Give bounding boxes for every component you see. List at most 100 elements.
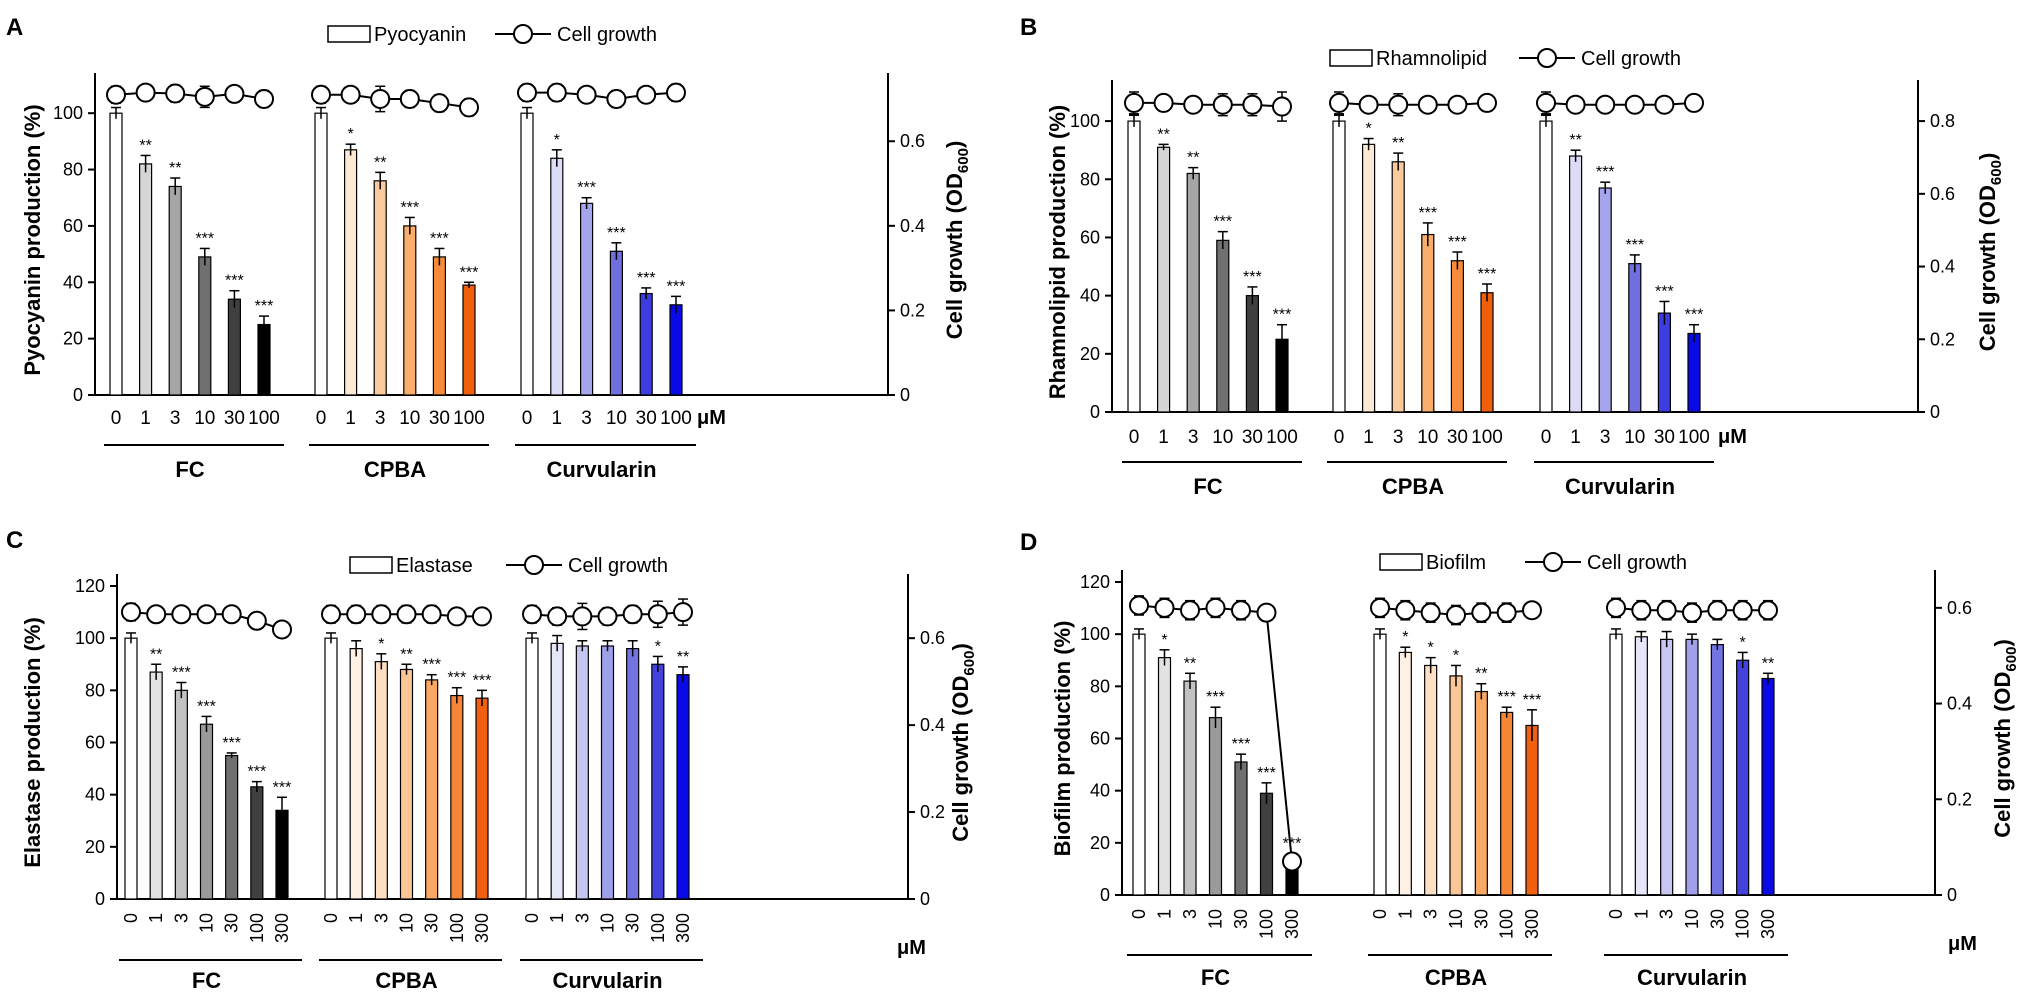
y2-tick-label: 0.4 (900, 216, 925, 236)
bar (1216, 239, 1230, 413)
y2-axis-title-end: ) (1975, 153, 2000, 160)
significance-label: *** (1523, 692, 1542, 709)
growth-point (446, 606, 467, 627)
x-tick-label: 10 (1206, 909, 1226, 929)
y2-axis-title-sub: 600 (2003, 647, 2020, 672)
legend-bar-label: Biofilm (1426, 552, 1486, 574)
growth-point (1154, 597, 1175, 618)
growth-point (1758, 600, 1778, 621)
growth-point (1447, 94, 1468, 115)
bar (1259, 792, 1274, 896)
y-tick-label: 80 (85, 680, 105, 700)
significance-label: *** (460, 264, 479, 281)
bar (639, 292, 653, 396)
growth-point (1471, 602, 1492, 623)
legend-circle-marker (1543, 552, 1563, 572)
growth-point (1388, 94, 1409, 115)
x-tick-label: 10 (399, 408, 420, 429)
bar (199, 723, 214, 900)
bar (1568, 155, 1583, 413)
growth-point (429, 93, 450, 114)
growth-point (146, 604, 167, 625)
significance-label: *** (1273, 307, 1292, 324)
bar (1687, 332, 1701, 413)
bar (462, 284, 476, 396)
bar (432, 256, 446, 396)
significance-label: * (1453, 647, 1459, 664)
growth-point (399, 88, 420, 109)
y2-axis-title: Cell growth (OD600) (1990, 639, 2020, 838)
x-tick-label: 30 (429, 408, 450, 429)
y2-axis-title: Cell growth (OD600) (948, 643, 978, 842)
significance-label: *** (422, 657, 441, 674)
bar (1332, 120, 1346, 413)
growth-point (194, 86, 215, 107)
significance-label: ** (1157, 126, 1169, 143)
y-tick-label: 20 (1080, 344, 1100, 364)
x-tick-label: 30 (636, 408, 657, 429)
bar (257, 323, 271, 396)
bar (1450, 260, 1465, 413)
bar (1660, 638, 1674, 896)
growth-point (547, 606, 568, 627)
growth-point (254, 88, 274, 109)
y2-axis-title-main: Cell growth (OD (1975, 185, 2000, 351)
x-tick-label: 10 (1624, 427, 1645, 448)
x-tick-label: 0 (1541, 427, 1552, 448)
bar (550, 157, 564, 396)
y2-tick-label: 0.2 (1930, 329, 1955, 349)
growth-point (421, 604, 442, 625)
x-tick-label: 1 (140, 408, 151, 429)
panel-label: C (6, 527, 23, 554)
bar (1234, 761, 1248, 896)
x-tick-label: 3 (1421, 909, 1441, 919)
growth-point (1183, 94, 1204, 115)
y2-axis-title-end: ) (948, 643, 973, 650)
growth-point (396, 604, 417, 625)
growth-point (1477, 92, 1497, 113)
group-name: CPBA (364, 457, 426, 482)
y-axis-title: Biofilm production (%) (1050, 621, 1075, 857)
group-name: Curvularin (546, 457, 656, 482)
x-tick-label: 300 (1758, 909, 1778, 939)
bar (1628, 263, 1642, 413)
significance-label: ** (374, 154, 386, 171)
group-name: Curvularin (1565, 474, 1675, 499)
panel-label: B (1020, 14, 1037, 41)
significance-label: *** (273, 779, 292, 796)
growth-point (171, 604, 192, 625)
legend-bar-swatch (1329, 49, 1373, 67)
growth-point (1272, 96, 1292, 117)
legend-bar-label: Elastase (396, 555, 473, 577)
x-tick-label: 300 (472, 913, 492, 943)
x-tick-label: 0 (1370, 909, 1390, 919)
x-tick-label: 10 (197, 913, 217, 933)
x-tick-label: 30 (623, 913, 643, 933)
x-tick-label: 3 (371, 913, 391, 923)
x-tick-label: 0 (1129, 909, 1149, 919)
bar (198, 256, 212, 396)
bar (609, 250, 624, 396)
y2-tick-label: 0 (1947, 885, 1957, 905)
growth-point (1420, 602, 1441, 623)
x-tick-label: 0 (321, 913, 341, 923)
growth-point (1242, 94, 1263, 115)
growth-point (1329, 92, 1349, 113)
y2-tick-label: 0.6 (900, 131, 925, 151)
y-tick-label: 60 (85, 733, 105, 753)
bar (1634, 636, 1648, 896)
x-tick-label: 1 (1155, 909, 1175, 919)
group-name: FC (1193, 474, 1222, 499)
y-tick-label: 0 (95, 889, 105, 909)
x-tick-label: 0 (522, 408, 533, 429)
bar (1398, 651, 1412, 896)
x-tick-label: 3 (572, 913, 592, 923)
bar (676, 674, 690, 900)
x-tick-label: 3 (1657, 909, 1677, 919)
bar (124, 637, 138, 900)
significance-label: *** (1206, 689, 1225, 706)
